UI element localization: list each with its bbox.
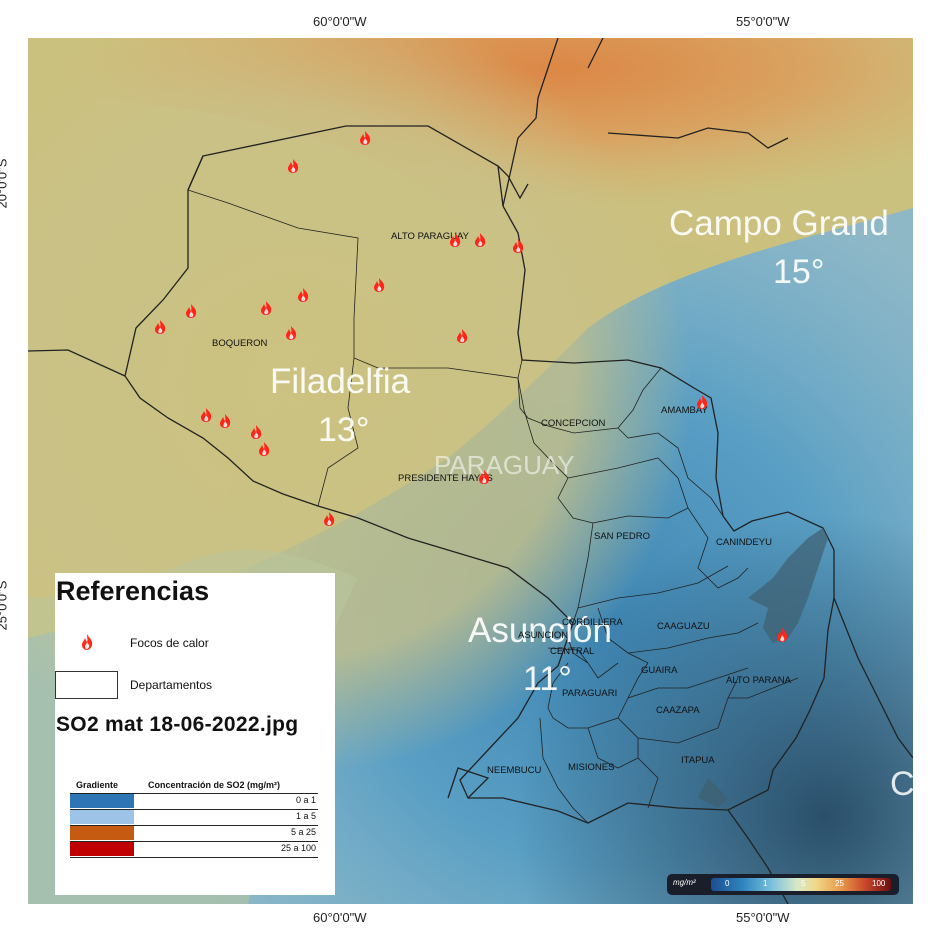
fire-icon [374,278,385,292]
dept-presidente-hayes: PRESIDENTE HAYES [398,473,493,484]
city-campo-grande-temp: 15° [773,253,824,291]
city-asuncion-temp: 11° [523,660,572,698]
department-borders [187,189,799,824]
table-rule [70,825,318,826]
fire-icon [457,329,468,343]
dept-neembucu: NEEMBUCU [487,765,542,776]
lat-label-left-top: 20°0'0"S [0,158,10,209]
fire-icon [697,395,708,409]
dept-asuncion: ASUNCION [518,630,568,641]
fire-icon [155,320,166,334]
dept-itapua: ITAPUA [681,755,715,766]
legend-panel: Referencias Focos de calor Departamentos… [55,573,335,895]
fire-icon [324,512,335,526]
fire-icon [186,304,197,318]
fire-icon [251,425,262,439]
fire-icon [201,408,212,422]
dept-canindeyu: CANINDEYU [716,537,772,548]
concentration-header: Concentración de SO2 (mg/m²) [148,780,281,790]
offscreen-city-fragment: C [890,765,913,803]
table-rule [70,857,318,858]
class-swatch-0 [70,794,134,808]
international-borders [28,38,913,904]
colorbar-tick-1: 1 [763,879,768,888]
lat-label-left-bottom: 25°0'0"S [0,580,10,631]
class-range-3: 25 a 100 [280,843,316,853]
dept-boqueron: BOQUERON [212,338,268,349]
fire-icon [82,634,93,650]
table-rule [70,793,318,794]
class-range-1: 1 a 5 [295,811,316,821]
legend-title: Referencias [56,576,210,606]
dept-guaira: GUAIRA [641,665,678,676]
lon-label-bottom-left: 60°0'0"W [313,910,367,925]
lon-label-bottom-right: 55°0'0"W [736,910,790,925]
department-labels: ALTO PARAGUAY BOQUERON CONCEPCION AMAMBA… [212,231,792,776]
colorbar-unit: mg/m² [673,878,696,887]
class-range-0: 0 a 1 [295,795,316,805]
city-asuncion-name: Asunción [468,611,612,650]
legend-file-name: SO2 mat 18-06-2022.jpg [56,713,299,736]
class-swatch-3 [70,842,134,856]
lon-label-top-left: 60°0'0"W [313,14,367,29]
colorbar-tick-5: 5 [801,879,806,888]
legend-department-label: Departamentos [130,678,213,692]
heat-spots [155,131,788,642]
fire-icon [259,442,270,456]
fire-icon [479,470,490,484]
city-labels: Campo Grand 15° Filadelfia 13° Asunción … [270,204,889,698]
colorbar-tick-25: 25 [835,879,844,888]
class-swatch-1 [70,810,134,824]
table-rule [70,809,318,810]
dept-amambay: AMAMBAY [661,405,708,416]
fire-icon [513,239,524,253]
table-rule [70,841,318,842]
fire-icon [777,628,788,642]
fire-icon [360,131,371,145]
fire-icon [220,414,231,428]
dept-caaguazu: CAAGUAZU [657,621,710,632]
fire-icon [288,159,299,173]
dept-cordillera: CORDILLERA [562,617,623,628]
fire-icon [298,288,309,302]
city-filadelfia-temp: 13° [318,411,369,449]
dept-central: CENTRAL [550,646,594,657]
reservoir-shading [698,528,828,808]
dept-alto-paraguay: ALTO PARAGUAY [391,231,470,242]
fire-icon [450,233,461,247]
colorbar-tick-0: 0 [725,879,730,888]
colorbar-tick-100: 100 [872,879,886,888]
gradient-header: Gradiente [76,780,119,790]
fire-icon [475,233,486,247]
dept-concepcion: CONCEPCION [541,418,606,429]
dept-paraguari: PARAGUARI [562,688,617,699]
fire-icon [286,326,297,340]
dept-misiones: MISIONES [568,762,614,773]
legend-department-swatch [55,671,118,699]
class-swatch-2 [70,826,134,840]
map-colorbar: mg/m² 0 1 5 25 100 [667,874,899,895]
dept-alto-parana: ALTO PARANA [726,675,792,686]
colorbar-ramp [711,878,891,891]
fire-icon [261,301,272,315]
legend-fire-label: Focos de calor [130,636,209,650]
class-range-2: 5 a 25 [290,827,316,837]
country-label: PARAGUAY [434,450,575,480]
dept-caazapa: CAAZAPA [656,705,700,716]
city-campo-grande-name: Campo Grand [669,204,889,243]
city-filadelfia-name: Filadelfia [270,362,411,401]
dept-san-pedro: SAN PEDRO [594,531,650,542]
lon-label-top-right: 55°0'0"W [736,14,790,29]
